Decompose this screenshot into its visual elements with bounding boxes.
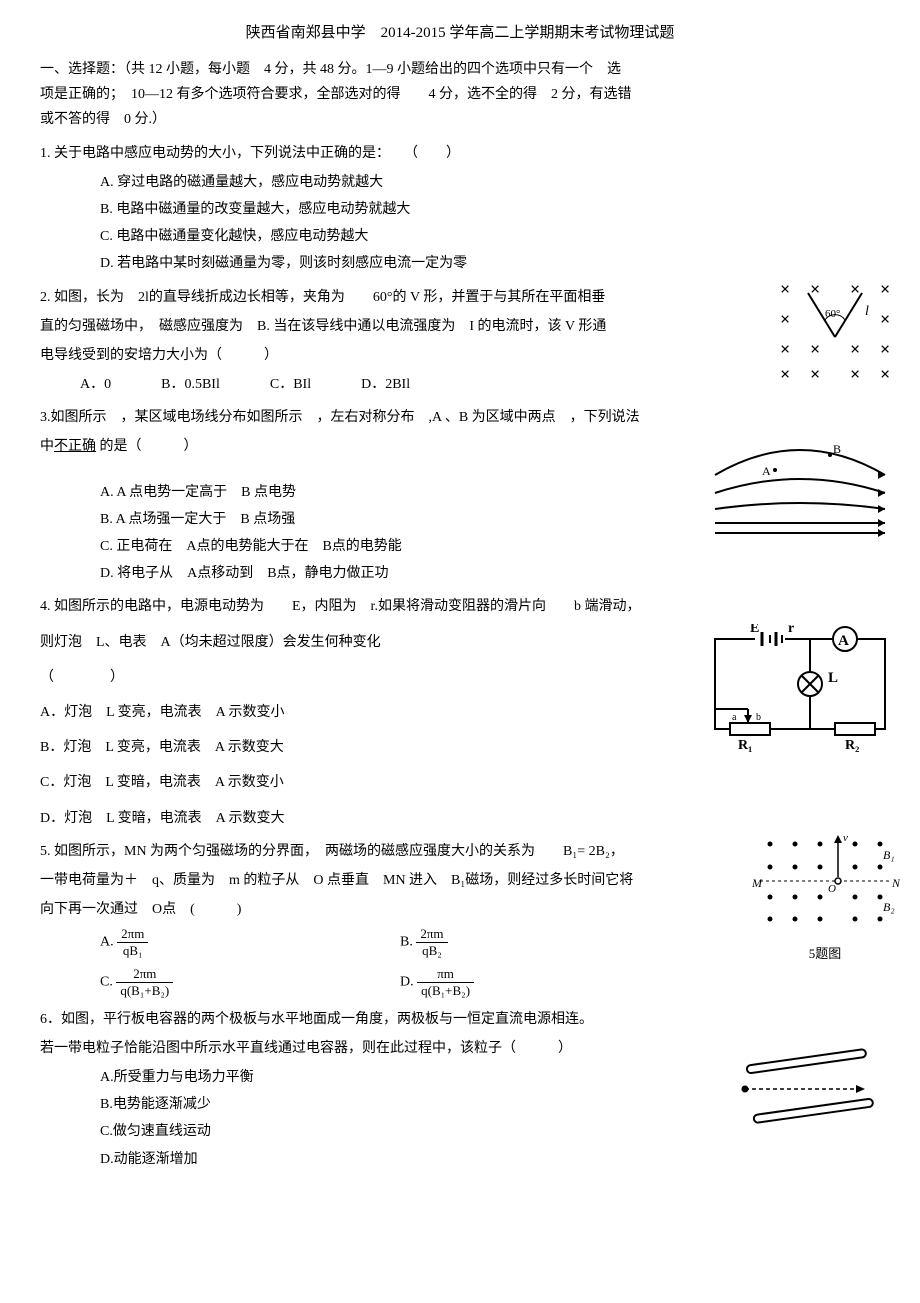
q5-label-v: v (843, 832, 848, 844)
q1-text: 1. 关于电路中感应电动势的大小，下列说法中正确的是： （ ） (40, 141, 880, 166)
q4-label-e: E (750, 624, 759, 636)
q4-label-bulb: L (828, 670, 838, 686)
q6-text-line1: 6．如图，平行板电容器的两个极板与水平地面成一角度，两极板与一恒定直流电源相连。 (40, 1007, 880, 1032)
q4-option-c: C．灯泡 L 变暗，电流表 A 示数变小 (40, 770, 880, 795)
section-header-line3: 或不答的得 0 分.） (40, 107, 880, 132)
svg-text:×: × (850, 364, 860, 384)
q1-option-b: B. 电路中磁通量的改变量越大，感应电动势就越大 (100, 197, 880, 222)
svg-text:×: × (780, 279, 790, 299)
svg-text:×: × (780, 309, 790, 329)
q2-length-label: l (865, 304, 869, 319)
q4-text-line1: 4. 如图所示的电路中，电源电动势为 E，内阻为 r.如果将滑动变阻器的滑片向 … (40, 594, 880, 619)
q4-label-ammeter: A (838, 633, 849, 649)
section-1-header: 一、选择题：（共 12 小题，每小题 4 分，共 48 分。1—9 小题给出的四… (40, 57, 880, 133)
q3-text-suffix: 的是（ ） (100, 439, 198, 454)
svg-text:×: × (780, 339, 790, 359)
q5-option-d: D. πmq(B₁+B₂) (400, 966, 680, 998)
q6-diagram (720, 1037, 900, 1137)
q2-text-line3: 电导线受到的安培力大小为（ ） (40, 343, 880, 368)
question-3: 3.如图所示 ，某区域电场线分布如图所示 ，左右对称分布 ,A 、B 为区域中两… (40, 405, 880, 586)
q4-option-d: D．灯泡 L 变暗，电流表 A 示数变大 (40, 806, 880, 831)
q4-label-r2: R₂ (845, 738, 859, 753)
q2-diagram: × × × × × × × × × × × × × × 60° l (770, 275, 900, 385)
q2-text-line1: 2. 如图，长为 2l的直导线折成边长相等，夹角为 60°的 V 形，并置于与其… (40, 285, 880, 310)
q6-option-d: D.动能逐渐增加 (100, 1147, 880, 1172)
q4-label-b: b (756, 712, 761, 723)
q4-label-r1: R₁ (738, 738, 752, 753)
q3-point-b: B (833, 442, 841, 456)
svg-text:×: × (880, 364, 890, 384)
section-header-line1: 一、选择题：（共 12 小题，每小题 4 分，共 48 分。1—9 小题给出的四… (40, 57, 880, 82)
question-6: 6．如图，平行板电容器的两个极板与水平地面成一角度，两极板与一恒定直流电源相连。… (40, 1007, 880, 1172)
q5-label-b1: B₁ (883, 848, 895, 862)
q5-diagram: M N O v B₁ B₂ 5题图 (750, 829, 900, 949)
q2-text-line2: 直的匀强磁场中， 磁感应强度为 B. 当在该导线中通以电流强度为 I 的电流时，… (40, 314, 880, 339)
q3-diagram: A B (700, 435, 900, 545)
q5-label-n: N (891, 876, 900, 890)
q5-label-o: O (828, 883, 836, 895)
q3-underline: 不正确 (54, 439, 96, 454)
q2-option-d: D．2BIl (361, 372, 410, 397)
q1-option-d: D. 若电路中某时刻磁通量为零，则该时刻感应电流一定为零 (100, 251, 880, 276)
q5-option-b: B. 2πmqB₂ (400, 926, 680, 958)
q2-option-b: B．0.5BIl (161, 372, 220, 397)
q2-option-c: C．BIl (270, 372, 311, 397)
q2-angle-label: 60° (825, 308, 840, 320)
question-2: 2. 如图，长为 2l的直导线折成边长相等，夹角为 60°的 V 形，并置于与其… (40, 285, 880, 398)
question-5: 5. 如图所示，MN 为两个匀强磁场的分界面， 两磁场的磁感应强度大小的关系为 … (40, 839, 880, 999)
section-header-line2: 项是正确的； 10—12 有多个选项符合要求，全部选对的得 4 分，选不全的得 … (40, 82, 880, 107)
q4-diagram: E r A L a b R₁ R₂ (700, 624, 900, 744)
question-4: 4. 如图所示的电路中，电源电动势为 E，内阻为 r.如果将滑动变阻器的滑片向 … (40, 594, 880, 830)
q5-caption: 5题图 (750, 942, 900, 965)
q2-options: A．0 B．0.5BIl C．BIl D．2BIl (40, 372, 880, 397)
q1-options: A. 穿过电路的磁通量越大，感应电动势就越大 B. 电路中磁通量的改变量越大，感… (40, 170, 880, 277)
q3-point-a: A (762, 464, 771, 478)
q2-option-a: A．0 (80, 372, 111, 397)
svg-text:×: × (810, 364, 820, 384)
svg-text:×: × (880, 309, 890, 329)
svg-text:×: × (810, 279, 820, 299)
q4-label-r: r (788, 624, 794, 636)
q5-label-m: M (751, 876, 763, 890)
q4-label-a: a (732, 712, 737, 723)
svg-text:×: × (850, 279, 860, 299)
q3-text-line1: 3.如图所示 ，某区域电场线分布如图所示 ，左右对称分布 ,A 、B 为区域中两… (40, 405, 880, 430)
svg-text:×: × (810, 339, 820, 359)
q5-label-b2: B₂ (883, 900, 895, 914)
q3-text-prefix: 中 (40, 439, 54, 454)
svg-text:×: × (850, 339, 860, 359)
question-1: 1. 关于电路中感应电动势的大小，下列说法中正确的是： （ ） A. 穿过电路的… (40, 141, 880, 277)
svg-text:×: × (780, 364, 790, 384)
exam-title: 陕西省南郑县中学 2014-2015 学年高二上学期期末考试物理试题 (40, 20, 880, 47)
q3-option-d: D. 将电子从 A点移动到 B点，静电力做正功 (100, 561, 880, 586)
q1-option-a: A. 穿过电路的磁通量越大，感应电动势就越大 (100, 170, 880, 195)
svg-text:×: × (880, 339, 890, 359)
svg-text:×: × (880, 279, 890, 299)
q5-option-a: A. 2πmqB₁ (100, 926, 380, 958)
q5-option-c: C. 2πmq(B₁+B₂) (100, 966, 380, 998)
q1-option-c: C. 电路中磁通量变化越快，感应电动势越大 (100, 224, 880, 249)
